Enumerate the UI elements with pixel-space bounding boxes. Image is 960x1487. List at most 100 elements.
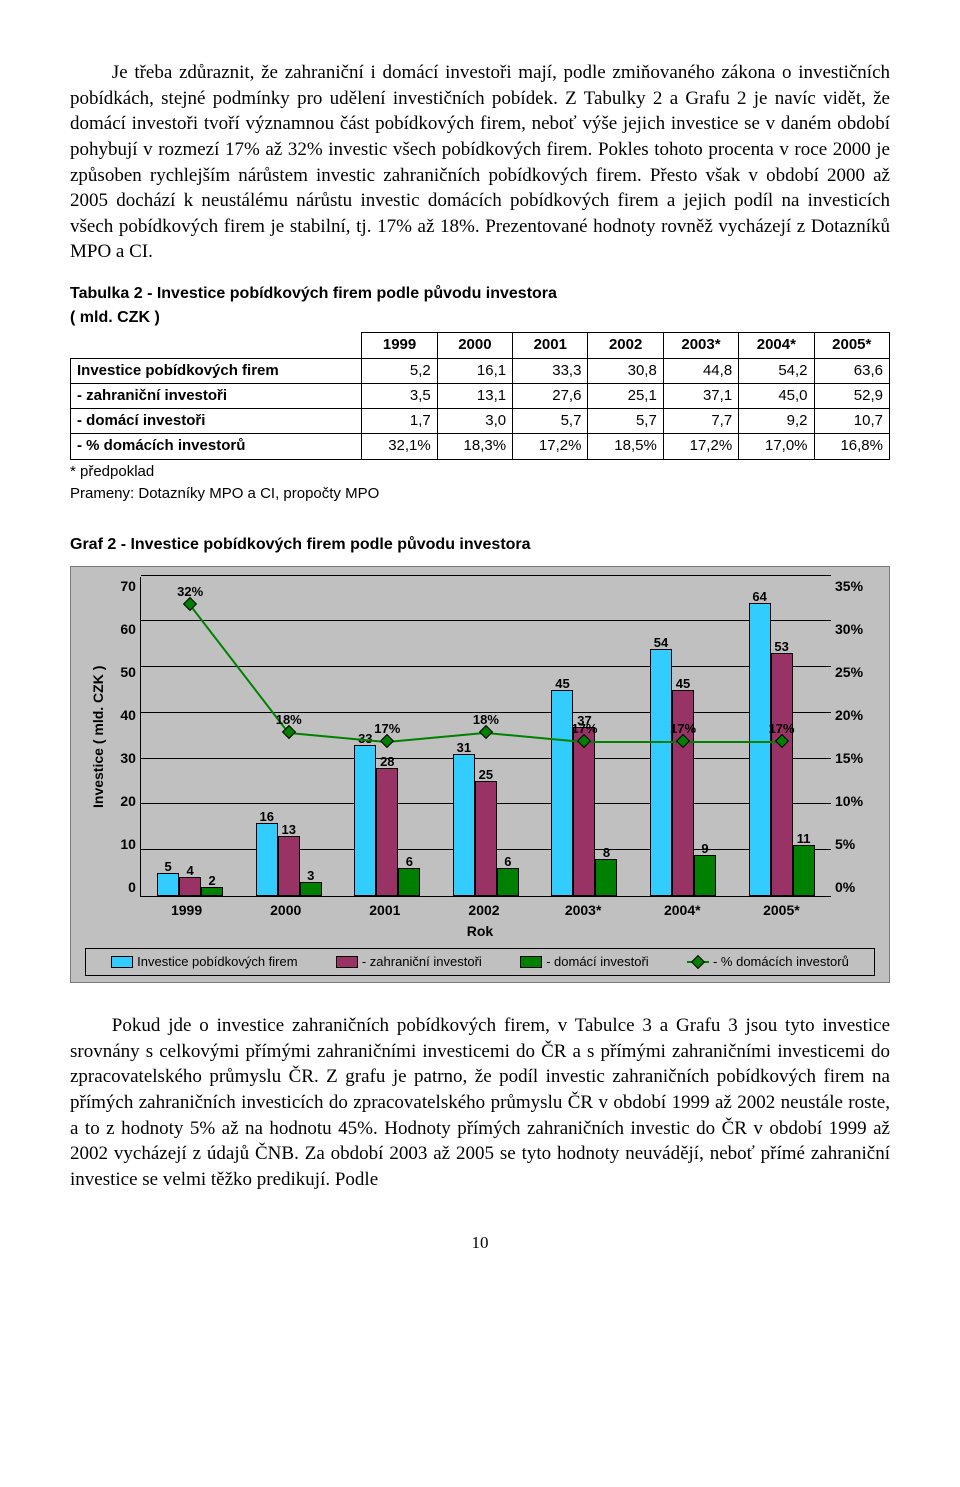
line-label: 18%: [473, 711, 499, 729]
bar: 6: [497, 868, 519, 895]
table-row: - zahraniční investoři3,513,127,625,137,…: [71, 383, 890, 408]
table2-cell: 16,8%: [814, 434, 889, 459]
table2-cell: 63,6: [814, 358, 889, 383]
line-label: 17%: [769, 720, 795, 738]
line-label: 17%: [374, 720, 400, 738]
table2-cell: 25,1: [588, 383, 663, 408]
table2-cell: 27,6: [513, 383, 588, 408]
x-ticks: 19992000200120022003*2004*2005*: [137, 897, 831, 920]
table2-col-header: 2005*: [814, 333, 889, 358]
x-tick: 2003*: [534, 897, 633, 920]
bar-label: 25: [479, 766, 493, 784]
table2-cell: 17,0%: [739, 434, 814, 459]
bar: 31: [453, 754, 475, 896]
table2-cell: 17,2%: [663, 434, 738, 459]
legend-item: - zahraniční investoři: [336, 953, 482, 971]
bar-label: 4: [187, 862, 194, 880]
bar-label: 5: [165, 858, 172, 876]
bar-label: 3: [307, 867, 314, 885]
bar: 8: [595, 859, 617, 896]
plot-area: 542161333328631256453785445964531132%18%…: [140, 577, 831, 897]
table2-cell: 16,1: [437, 358, 512, 383]
table2-col-header: 2004*: [739, 333, 814, 358]
table-row: - domácí investoři1,73,05,75,77,79,210,7: [71, 409, 890, 434]
table2-cell: 10,7: [814, 409, 889, 434]
bar: 3: [300, 882, 322, 896]
bar: 53: [771, 653, 793, 895]
line-label: 32%: [177, 583, 203, 601]
table2-col-header: 2002: [588, 333, 663, 358]
bar: 13: [278, 836, 300, 895]
bar: 4: [179, 877, 201, 895]
bar: 2: [201, 887, 223, 896]
table2-cell: 44,8: [663, 358, 738, 383]
table-row: Investice pobídkových firem5,216,133,330…: [71, 358, 890, 383]
intro-paragraph: Je třeba zdůraznit, že zahraniční i domá…: [70, 60, 890, 265]
x-tick: 2005*: [732, 897, 831, 920]
bar: 64: [749, 603, 771, 896]
bar: 5: [157, 873, 179, 896]
table2-cell: 7,7: [663, 409, 738, 434]
table2-cell: 5,7: [513, 409, 588, 434]
table2-cell: 30,8: [588, 358, 663, 383]
table2-footnote2: Prameny: Dotazníky MPO a CI, propočty MP…: [70, 484, 890, 504]
table2-cell: 33,3: [513, 358, 588, 383]
table2-col-header: 2003*: [663, 333, 738, 358]
table2-cell: 52,9: [814, 383, 889, 408]
table2-col-header: 2000: [437, 333, 512, 358]
x-tick: 2004*: [633, 897, 732, 920]
table2-col-header: 1999: [362, 333, 437, 358]
table2-title: Tabulka 2 - Investice pobídkových firem …: [70, 283, 890, 305]
y-ticks-right: 35%30%25%20%15%10%5%0%: [831, 577, 875, 897]
line-label: 18%: [276, 711, 302, 729]
x-tick: 2000: [236, 897, 335, 920]
table2-cell: 1,7: [362, 409, 437, 434]
x-tick: 1999: [137, 897, 236, 920]
table2-cell: 37,1: [663, 383, 738, 408]
legend: Investice pobídkových firem - zahraniční …: [85, 948, 875, 976]
bar: 6: [398, 868, 420, 895]
table2-cell: 9,2: [739, 409, 814, 434]
table2-cell: 17,2%: [513, 434, 588, 459]
table2-row-label: - domácí investoři: [71, 409, 362, 434]
table2-subtitle: ( mld. CZK ): [70, 307, 890, 329]
bar: 28: [376, 768, 398, 896]
bar-label: 28: [380, 753, 394, 771]
bar-label: 16: [260, 808, 274, 826]
page-number: 10: [70, 1232, 890, 1255]
table2: 19992000200120022003*2004*2005* Investic…: [70, 332, 890, 459]
table2-row-label: Investice pobídkových firem: [71, 358, 362, 383]
bar: 37: [573, 727, 595, 896]
table2-row-label: - zahraniční investoři: [71, 383, 362, 408]
table2-cell: 45,0: [739, 383, 814, 408]
table2-cell: 54,2: [739, 358, 814, 383]
table2-cell: 3,5: [362, 383, 437, 408]
bar: 11: [793, 845, 815, 895]
bar: 9: [694, 855, 716, 896]
y-axis-label: Investice ( mld. CZK ): [85, 577, 108, 897]
chart: Investice ( mld. CZK ) 706050403020100 5…: [70, 566, 890, 983]
chart-title: Graf 2 - Investice pobídkových firem pod…: [70, 534, 890, 556]
line-label: 17%: [670, 720, 696, 738]
bar-label: 6: [504, 853, 511, 871]
legend-item: Investice pobídkových firem: [111, 953, 297, 971]
table2-cell: 5,7: [588, 409, 663, 434]
bar-label: 64: [752, 588, 766, 606]
bar: 54: [650, 649, 672, 896]
bar: 45: [551, 690, 573, 896]
outro-paragraph: Pokud jde o investice zahraničních pobíd…: [70, 1013, 890, 1192]
bar-label: 45: [676, 675, 690, 693]
bar-label: 8: [603, 844, 610, 862]
bar-label: 13: [282, 821, 296, 839]
line-label: 17%: [571, 720, 597, 738]
bar: 25: [475, 781, 497, 895]
x-tick: 2001: [335, 897, 434, 920]
x-tick: 2002: [434, 897, 533, 920]
table2-row-label: - % domácích investorů: [71, 434, 362, 459]
x-axis-label: Rok: [85, 922, 875, 941]
legend-item: - domácí investoři: [520, 953, 649, 971]
legend-item: - % domácích investorů: [687, 953, 849, 971]
bar-label: 6: [406, 853, 413, 871]
y-ticks-left: 706050403020100: [108, 577, 140, 897]
bar-label: 2: [209, 872, 216, 890]
